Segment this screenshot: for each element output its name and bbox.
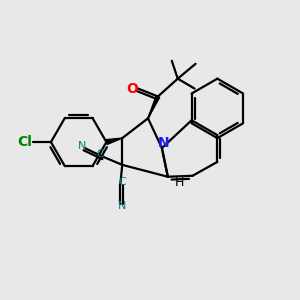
Text: H: H bbox=[175, 176, 184, 189]
Text: N: N bbox=[77, 141, 86, 151]
Text: C: C bbox=[118, 177, 126, 187]
Text: O: O bbox=[126, 82, 138, 96]
Text: C: C bbox=[97, 149, 104, 159]
Text: N: N bbox=[118, 202, 126, 212]
Text: Cl: Cl bbox=[18, 135, 33, 149]
Text: N: N bbox=[158, 136, 170, 150]
Polygon shape bbox=[106, 138, 122, 145]
Polygon shape bbox=[148, 96, 160, 118]
